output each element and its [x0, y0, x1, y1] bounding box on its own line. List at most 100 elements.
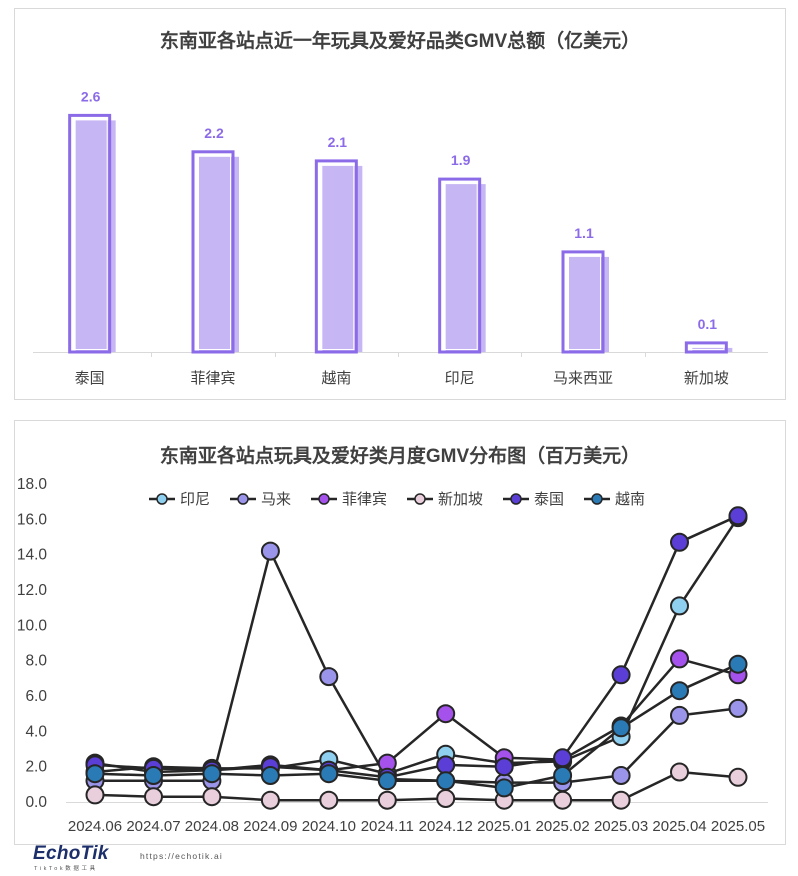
bar-inner-outline: [688, 344, 725, 350]
bar-value-label: 0.1: [698, 316, 718, 332]
data-point: [319, 667, 339, 687]
legend-marker: [237, 493, 249, 505]
bar: [68, 113, 116, 354]
x-tick-label: 2024.06: [68, 818, 122, 835]
series-line: [94, 516, 740, 775]
data-point: [611, 790, 631, 810]
data-point: [670, 649, 689, 669]
data-point: [85, 764, 105, 784]
legend-label: 越南: [615, 491, 645, 508]
data-point: [553, 790, 573, 810]
bar-inner-outline: [195, 153, 231, 350]
legend-label: 菲律宾: [342, 491, 387, 508]
y-tick-label: 16.0: [17, 511, 48, 528]
data-point: [670, 532, 689, 552]
line-chart: 0.0 2.0 4.0 6.0 8.0 10.0 12.0 14.0 16.0 18.0 2024.…: [17, 476, 768, 835]
data-point: [85, 785, 105, 805]
legend-marker: [591, 493, 603, 505]
bar-category-label: 菲律宾: [190, 370, 235, 387]
data-point: [377, 771, 397, 791]
data-point: [319, 790, 339, 810]
bar-inner-outline: [441, 181, 478, 350]
data-point: [319, 764, 339, 784]
bar-value-label: 2.6: [81, 88, 101, 104]
bar-outline: [191, 150, 235, 354]
data-point: [202, 787, 222, 807]
legend-item: 新加坡: [407, 491, 483, 508]
bar-outline: [438, 177, 482, 354]
legend-label: 新加坡: [438, 491, 483, 508]
data-point: [670, 705, 689, 725]
bar: [314, 159, 363, 354]
data-point: [728, 654, 748, 674]
bar-category-label: 新加坡: [684, 370, 729, 387]
legend-item: 越南: [584, 491, 645, 508]
legend-label: 印尼: [180, 491, 210, 508]
data-point: [494, 757, 514, 777]
bar-chart-title: 东南亚各站点近一年玩具及爱好品类GMV总额（亿美元）: [159, 31, 641, 52]
data-point: [260, 790, 280, 810]
data-point: [670, 681, 689, 701]
bar-outline: [684, 341, 728, 354]
data-point: [436, 789, 456, 808]
data-point: [553, 748, 573, 768]
data-point: [553, 766, 573, 785]
x-tick-label: 2025.02: [536, 818, 590, 835]
legend-item: 泰国: [503, 491, 564, 508]
y-tick-label: 4.0: [25, 723, 47, 740]
bar-outline: [68, 113, 112, 354]
data-point: [494, 778, 514, 798]
bar: [191, 150, 239, 354]
legend-item: 马来: [230, 491, 291, 508]
data-point: [670, 762, 689, 782]
x-tick-label: 2024.11: [361, 818, 414, 835]
data-point: [728, 698, 748, 718]
x-tick-label: 2024.07: [126, 818, 180, 835]
bar-category-label: 印尼: [445, 370, 475, 387]
legend-item: 印尼: [149, 491, 210, 508]
bar-category-label: 越南: [321, 370, 351, 387]
data-point: [728, 506, 748, 526]
data-point: [436, 755, 456, 775]
bar: [684, 341, 733, 354]
x-tick-label: 2024.10: [302, 818, 356, 835]
x-tick-label: 2025.05: [711, 818, 765, 835]
bar: [438, 177, 486, 354]
series-line: [94, 770, 739, 802]
y-tick-label: 6.0: [25, 688, 47, 705]
bar-value-label: 2.2: [204, 125, 224, 141]
data-point: [260, 541, 280, 561]
x-tick-label: 2024.12: [419, 818, 473, 835]
x-tick-label: 2025.04: [652, 818, 706, 835]
echotik-logo: EchoTik: [33, 843, 109, 864]
logo-subtext: TikTok数据工具: [34, 866, 98, 872]
x-tick-label: 2024.09: [243, 818, 297, 835]
data-point: [144, 766, 163, 785]
legend-item: 菲律宾: [311, 491, 387, 508]
x-tick-label: 2025.03: [594, 818, 648, 835]
line-chart-title: 东南亚各站点玩具及爱好类月度GMV分布图（百万美元）: [159, 446, 641, 467]
data-point: [436, 771, 456, 791]
bar-chart-panel: 东南亚各站点近一年玩具及爱好品类GMV总额（亿美元） 2.6 泰国 2.2 菲律宾 2.…: [14, 8, 786, 400]
data-point: [202, 764, 222, 784]
legend-marker: [318, 493, 330, 505]
bar: [561, 250, 609, 354]
bar-inner-outline: [71, 117, 108, 351]
bar-chart: 2.6 泰国 2.2 菲律宾 2.1 越南 1.9 印尼 1.1 马来西亚 0.1 新加坡: [33, 88, 768, 387]
y-tick-label: 2.0: [25, 759, 47, 776]
bar-value-label: 1.9: [451, 152, 471, 168]
bar-category-label: 泰国: [75, 370, 105, 387]
y-tick-label: 0.0: [25, 794, 47, 811]
data-point: [611, 665, 631, 685]
data-point: [728, 767, 748, 787]
data-point: [670, 596, 689, 616]
data-point: [144, 787, 163, 807]
legend-label: 泰国: [534, 491, 564, 508]
bar-outline: [561, 250, 605, 354]
x-tick-label: 2024.08: [185, 818, 239, 835]
legend-label: 马来: [261, 491, 291, 508]
bar-category-label: 马来西亚: [553, 370, 613, 387]
line-chart-panel: 东南亚各站点玩具及爱好类月度GMV分布图（百万美元） 0.0 2.0 4.0 6.0 8…: [14, 420, 786, 845]
legend-marker: [510, 493, 522, 505]
series-line: [94, 663, 739, 790]
